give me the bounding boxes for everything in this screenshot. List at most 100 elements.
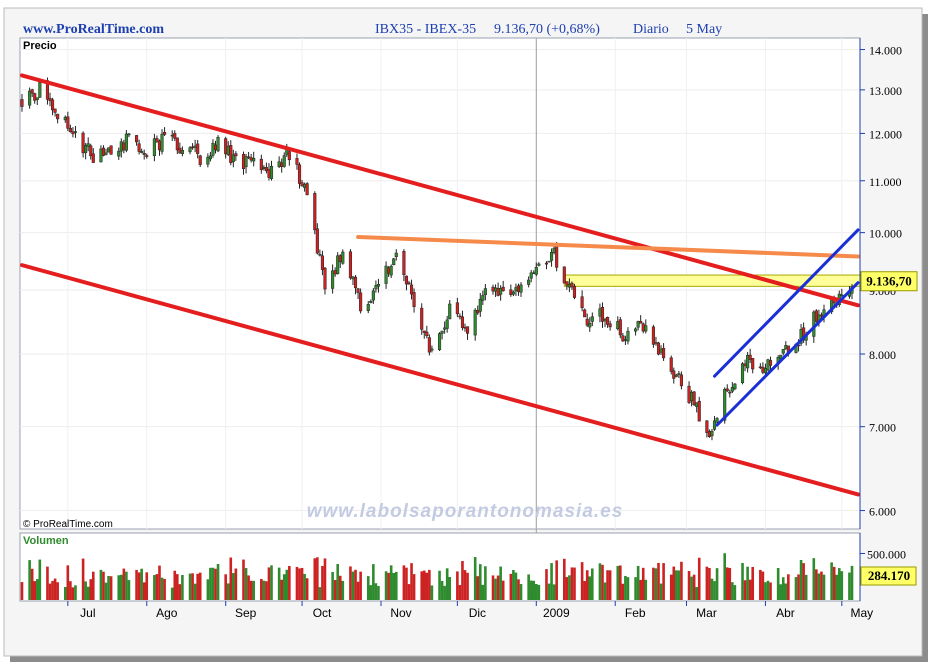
- candle: [53, 108, 57, 117]
- last-price-tag: [860, 271, 918, 292]
- month-label: Abr: [776, 606, 795, 620]
- volume-bar: [695, 587, 698, 600]
- candle: [585, 313, 589, 327]
- candle: [33, 92, 37, 104]
- volume-bar: [247, 575, 250, 600]
- candle: [547, 260, 551, 263]
- volume-bar: [229, 557, 233, 600]
- candle: [499, 285, 503, 301]
- candle: [216, 135, 220, 153]
- candle: [692, 391, 696, 406]
- candle: [570, 281, 574, 290]
- candle: [448, 300, 452, 320]
- volume-bar: [534, 584, 538, 600]
- quote-change: 9.136,70 (+0,68%): [494, 22, 600, 37]
- volume-bar: [532, 580, 536, 600]
- month-label: Ago: [156, 606, 178, 620]
- candle: [412, 288, 416, 313]
- volume-bar: [573, 567, 576, 600]
- volume-bar: [473, 557, 477, 600]
- volume-bar: [66, 565, 70, 600]
- volume-bar: [588, 576, 592, 600]
- volume-bar: [277, 567, 281, 600]
- volume-bar: [206, 579, 210, 600]
- volume-bar: [209, 567, 212, 600]
- volume-bar: [366, 576, 370, 600]
- candle: [188, 145, 192, 155]
- volume-bar: [267, 567, 271, 600]
- volume-bar: [830, 562, 833, 600]
- volume-bar: [181, 575, 184, 600]
- volume-bar: [659, 583, 663, 600]
- candle: [30, 88, 34, 97]
- candle: [634, 327, 638, 336]
- volume-bar: [837, 568, 841, 600]
- candle: [402, 249, 406, 282]
- candle: [287, 148, 291, 166]
- volume-bar: [636, 565, 640, 600]
- volume-bar: [603, 582, 607, 600]
- volume-bar: [445, 568, 449, 600]
- candle: [608, 320, 612, 331]
- candle: [746, 352, 750, 373]
- volume-bar: [359, 571, 362, 600]
- volume-bar: [412, 574, 416, 600]
- volume-bar: [728, 568, 732, 600]
- volume-bar: [295, 566, 299, 600]
- volume-bar: [252, 580, 255, 600]
- candle: [252, 151, 256, 167]
- volume-bar: [601, 564, 604, 600]
- volume-bar: [333, 580, 337, 600]
- candle: [733, 383, 737, 391]
- volume-bar: [779, 584, 783, 600]
- volume-bar: [677, 570, 681, 600]
- volume-bar: [242, 559, 245, 600]
- candle: [376, 278, 380, 293]
- candle: [66, 111, 70, 132]
- volume-bar: [815, 569, 818, 600]
- volume-bar: [463, 570, 467, 600]
- candle: [656, 341, 661, 356]
- volume-bar: [28, 560, 31, 600]
- volume-bar: [708, 568, 711, 600]
- candle: [728, 389, 732, 398]
- candle: [840, 288, 844, 298]
- volume-bar: [583, 581, 586, 600]
- price-tick-label: 10.000: [869, 227, 902, 241]
- candle: [229, 140, 233, 166]
- volume-bar: [512, 570, 515, 600]
- volume-bar: [300, 567, 304, 600]
- candle: [259, 154, 263, 174]
- candle: [740, 362, 745, 385]
- candle: [455, 297, 459, 318]
- candle: [206, 153, 210, 168]
- candle: [544, 261, 549, 270]
- volume-bar: [69, 581, 72, 600]
- volume-bar: [641, 567, 645, 600]
- volume-bar: [705, 566, 709, 600]
- volume-bar: [741, 563, 744, 600]
- volume-bar: [759, 569, 762, 600]
- candle: [537, 262, 541, 267]
- candle: [297, 162, 302, 189]
- volume-bar: [430, 585, 434, 600]
- candle: [644, 319, 648, 334]
- month-label: Sep: [235, 606, 257, 620]
- volume-bar: [389, 565, 393, 600]
- candle: [458, 313, 462, 320]
- candle: [437, 332, 442, 351]
- volume-bar: [514, 572, 518, 600]
- candle: [572, 283, 577, 300]
- volume-bar: [407, 584, 411, 600]
- volume-bar: [38, 559, 42, 600]
- candle: [38, 81, 42, 98]
- candle: [348, 249, 352, 280]
- volume-bar: [769, 582, 772, 600]
- volume-bar: [155, 574, 159, 600]
- candle: [320, 250, 324, 276]
- volume-bar: [35, 579, 39, 600]
- volume-bar: [46, 566, 49, 600]
- candle: [384, 261, 388, 289]
- volume-bar: [109, 576, 113, 600]
